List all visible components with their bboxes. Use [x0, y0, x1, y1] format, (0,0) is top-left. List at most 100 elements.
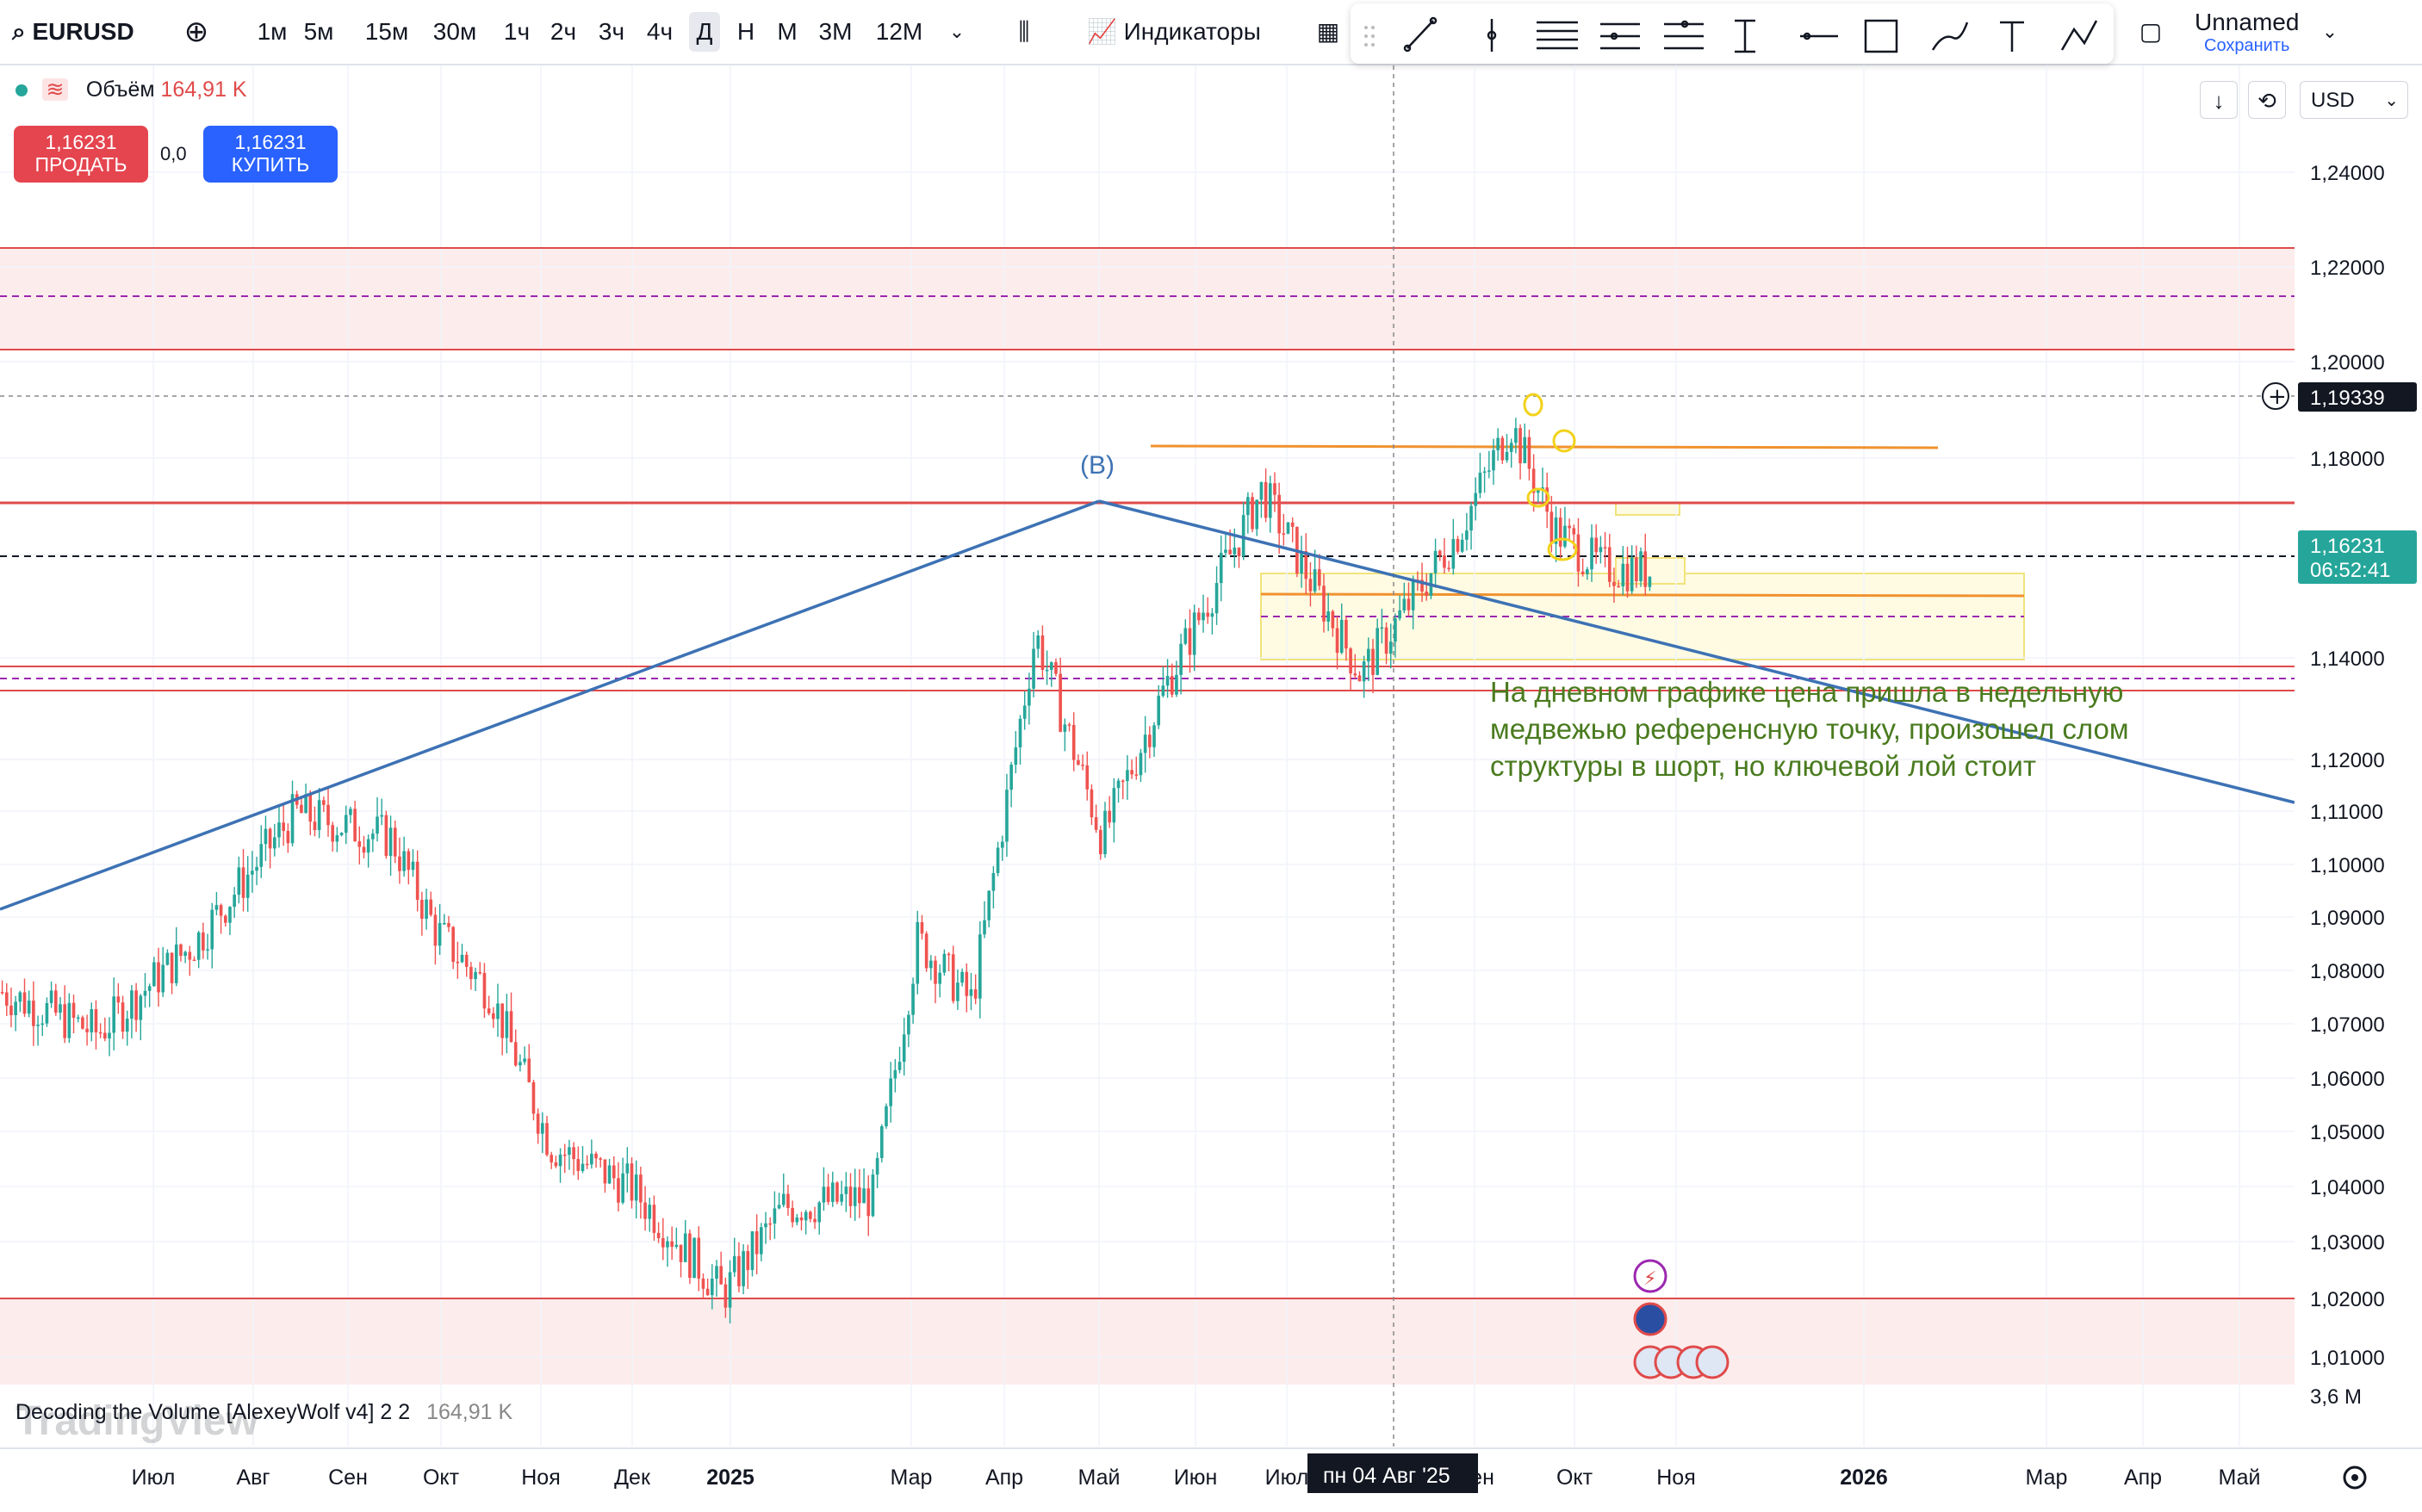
- text-tool-icon[interactable]: [2000, 21, 2024, 52]
- symbol-search[interactable]: ⌕ EURUSD: [12, 12, 134, 52]
- candle-body: [272, 837, 276, 849]
- candle-body: [398, 856, 401, 871]
- interval-dropdown[interactable]: ⌄: [946, 12, 968, 52]
- candle-body: [889, 1078, 892, 1106]
- ray-icon[interactable]: [1800, 32, 1838, 40]
- interval-button[interactable]: М: [777, 18, 798, 45]
- brush-icon[interactable]: [1931, 22, 1969, 51]
- currency-select[interactable]: USD ⌄: [2300, 81, 2408, 119]
- candle-body: [308, 794, 313, 822]
- interval-button[interactable]: 1ч: [503, 18, 531, 45]
- candle-body: [652, 1205, 656, 1233]
- candle-body: [572, 1147, 575, 1160]
- layout-name[interactable]: Unnamed Сохранить: [2195, 9, 2299, 56]
- interval-button[interactable]: 4ч: [646, 18, 674, 45]
- sell-label: ПРОДАТЬ: [34, 153, 127, 176]
- sell-button[interactable]: 1,16231 ПРОДАТЬ: [14, 126, 148, 183]
- candle-body: [813, 1218, 817, 1223]
- horizontal-lines-icon[interactable]: [1537, 21, 1578, 50]
- candle-body: [951, 954, 955, 1001]
- time-scale[interactable]: ИюлАвгСенОктНояДек2025МарАпрМайИюнИюлСен…: [132, 1466, 2261, 1490]
- candle-body: [1505, 451, 1509, 461]
- layout-dropdown[interactable]: ⌄: [2319, 12, 2341, 52]
- compare-symbol-button[interactable]: ⊕: [177, 12, 215, 52]
- candle-body: [1357, 675, 1362, 682]
- candle-body: [938, 972, 942, 984]
- interval-button[interactable]: 12М: [875, 18, 923, 45]
- price-tick-label: 1,24000: [2310, 162, 2385, 185]
- indicator-wave-icon[interactable]: ≋: [41, 78, 68, 101]
- chart-type-button[interactable]: ⫼: [1004, 12, 1044, 52]
- trend-line-icon[interactable]: [1403, 16, 1438, 53]
- price-tick-label: 1,08000: [2310, 960, 2385, 983]
- interval-button[interactable]: 30м: [432, 18, 477, 45]
- candle-body: [1612, 581, 1616, 586]
- candle-body: [732, 1255, 736, 1273]
- candle-body: [688, 1233, 692, 1279]
- time-tick-label: Май: [1078, 1466, 1121, 1490]
- candle-body: [523, 1058, 526, 1063]
- price-scale[interactable]: 1,240001,220001,200001,180001,160001,140…: [2310, 162, 2385, 1370]
- interval-button[interactable]: 1м: [257, 18, 288, 45]
- buy-button[interactable]: 1,16231 КУПИТЬ: [203, 126, 338, 183]
- volume-legend: ≋ Объём 164,91 K: [16, 77, 247, 102]
- drag-handle-icon[interactable]: [1364, 26, 1375, 46]
- patterns-icon[interactable]: [2060, 20, 2098, 51]
- event-us-icon[interactable]: [1695, 1345, 1730, 1379]
- save-link[interactable]: Сохранить: [2204, 36, 2290, 55]
- candle-body: [1594, 537, 1599, 553]
- reset-chart-button[interactable]: ⟲: [2248, 81, 2286, 119]
- crosshair-date-label: пн 04 Авг '25: [1307, 1453, 1478, 1493]
- interval-button[interactable]: 5м: [303, 18, 334, 45]
- candle-body: [585, 1163, 589, 1166]
- candle-body: [1371, 648, 1375, 675]
- candle-body: [558, 1154, 562, 1167]
- candle-body: [817, 1202, 822, 1223]
- interval-button[interactable]: Н: [736, 18, 755, 45]
- interval-button[interactable]: 15м: [364, 18, 409, 45]
- interval-button[interactable]: 3ч: [598, 18, 625, 45]
- candle-body: [478, 971, 482, 974]
- candle-body: [223, 915, 227, 923]
- interval-button[interactable]: Д: [689, 12, 720, 52]
- candle-body: [1317, 569, 1321, 586]
- candle-body: [1599, 547, 1603, 553]
- event-eu-icon[interactable]: [1633, 1302, 1667, 1336]
- annotation-text[interactable]: На дневном графике цена пришла в недельн…: [1490, 676, 2129, 782]
- candle-body: [214, 905, 219, 910]
- candle-body: [1005, 790, 1009, 842]
- fib-retracement-icon[interactable]: [1664, 20, 1704, 50]
- square-icon: ▢: [2139, 18, 2163, 45]
- indicators-button[interactable]: 📈 Индикаторы: [1087, 12, 1294, 52]
- scroll-down-button[interactable]: ↓: [2200, 81, 2238, 119]
- visibility-dot-icon[interactable]: [16, 84, 28, 97]
- candle-body: [1388, 641, 1393, 654]
- candle-body: [858, 1187, 861, 1204]
- add-alert-icon[interactable]: [2262, 382, 2289, 410]
- drawing-toolbar: [1351, 3, 2114, 64]
- settings-icon[interactable]: [2343, 1466, 2367, 1490]
- candle-body: [750, 1230, 755, 1270]
- candle-body: [1353, 673, 1357, 676]
- candle-body: [1237, 547, 1241, 556]
- trend-line-up[interactable]: [0, 499, 1100, 911]
- price-range-icon[interactable]: [1735, 19, 1755, 53]
- vertical-line-icon[interactable]: [1487, 19, 1497, 52]
- event-flash-icon[interactable]: [1633, 1259, 1667, 1293]
- trend-line-down[interactable]: [1098, 499, 2295, 804]
- templates-button[interactable]: ▦: [1311, 12, 1345, 52]
- interval-button[interactable]: 2ч: [550, 18, 577, 45]
- candle-body: [63, 1004, 66, 1038]
- rectangle-icon[interactable]: [1864, 19, 1898, 53]
- candle-body: [897, 1062, 902, 1070]
- candle-body: [1630, 557, 1634, 592]
- interval-button[interactable]: 3М: [818, 18, 853, 45]
- candle-body: [1339, 619, 1344, 654]
- candle-body: [764, 1223, 767, 1228]
- price-chart[interactable]: (B) ⚡ TradingView 1,24000 1,22000 1,20000 1…: [0, 65, 2422, 1512]
- parallel-channel-icon[interactable]: [1600, 22, 1640, 50]
- volume-indicator-name: Decoding the Volume [AlexeyWolf v4] 2 2: [16, 1400, 411, 1424]
- candle-body: [960, 971, 964, 983]
- layout-select-button[interactable]: ▢: [2131, 12, 2170, 52]
- candle-body: [1407, 598, 1411, 610]
